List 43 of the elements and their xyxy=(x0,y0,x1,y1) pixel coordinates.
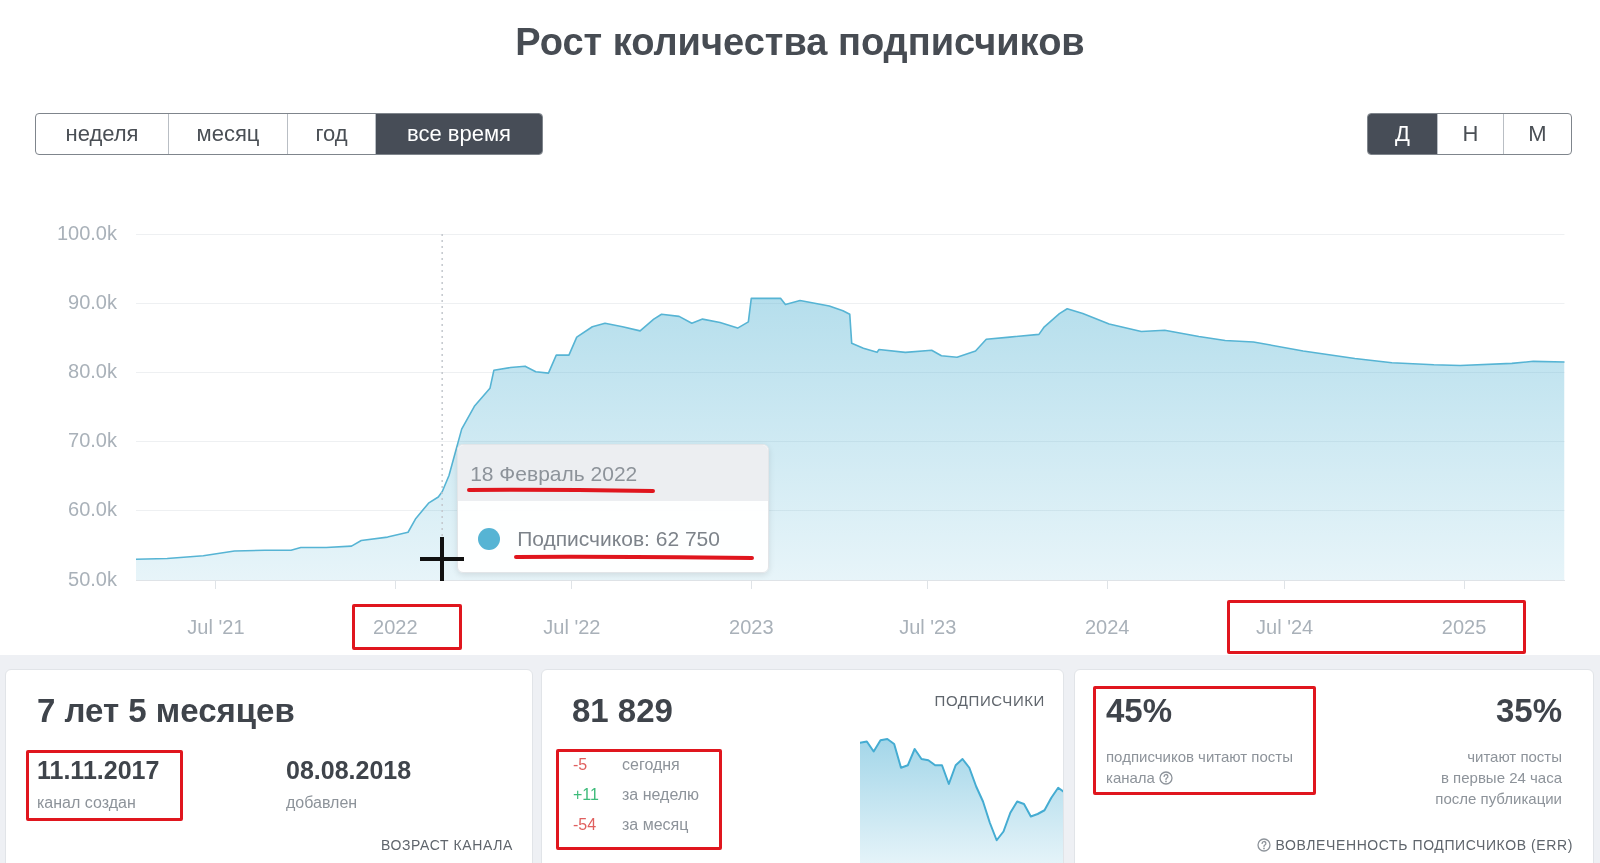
x-tick-label: Jul '24 xyxy=(1256,615,1314,638)
y-tick-label: 90.0k xyxy=(68,290,118,313)
x-tick-label: 2024 xyxy=(1084,615,1130,638)
scale-button[interactable]: Н xyxy=(1437,114,1503,154)
y-tick-label: 50.0k xyxy=(68,567,118,590)
text: 81 829 xyxy=(572,692,673,729)
text: -54 xyxy=(573,816,597,833)
period-button[interactable]: месяц xyxy=(168,114,287,154)
scale-button[interactable]: М xyxy=(1503,114,1571,154)
x-tick-label: 2023 xyxy=(729,615,774,638)
y-tick-label: 80.0k xyxy=(68,359,118,382)
text: -5 xyxy=(573,756,588,773)
x-tick-label: 2025 xyxy=(1441,615,1487,638)
chart-title: Рост количества подписчиков xyxy=(514,20,1086,65)
text: +11 xyxy=(573,786,599,803)
x-tick-label: 2022 xyxy=(373,615,418,638)
period-button[interactable]: неделя xyxy=(36,114,168,154)
text: сегодня xyxy=(622,756,680,773)
x-tick-label: Jul '21 xyxy=(187,615,245,638)
scale-button[interactable]: Д xyxy=(1368,114,1437,154)
text: за неделю xyxy=(622,786,700,803)
x-tick-label: Jul '23 xyxy=(899,615,957,638)
x-tick-label: Jul '22 xyxy=(543,615,601,638)
text: канал создан xyxy=(37,794,136,811)
text: 7 лет 5 месяцев xyxy=(37,692,295,729)
text: добавлен xyxy=(286,794,358,811)
text: читают посты в первые 24 часа после публикации xyxy=(1435,748,1562,807)
text: 35% xyxy=(1495,692,1562,729)
y-tick-label: 60.0k xyxy=(68,498,118,521)
annotation: 18 Февраль 2022 xyxy=(470,460,638,486)
text: ВОЗРАСТ КАНАЛА xyxy=(381,837,513,853)
text: ВОВЛЕЧЕННОСТЬ ПОДПИСЧИКОВ (ERR) xyxy=(1275,837,1573,853)
text: за месяц xyxy=(622,816,689,833)
y-tick-label: 70.0k xyxy=(68,429,118,452)
text: ПОДПИСЧИКИ xyxy=(934,692,1045,709)
text: 45% xyxy=(1106,692,1173,729)
annotation: Подписчиков: 62 750 xyxy=(517,525,720,551)
text: 08.08.2018 xyxy=(286,756,412,784)
text: подписчиков читают посты канала xyxy=(1106,748,1293,786)
text: 11.11.2017 xyxy=(37,756,160,784)
hover-tooltip: 18 Февраль 2022 Подписчиков: 62 750 xyxy=(457,443,770,573)
y-tick-label: 100.0k xyxy=(56,221,118,244)
period-button[interactable]: все время xyxy=(375,114,542,154)
